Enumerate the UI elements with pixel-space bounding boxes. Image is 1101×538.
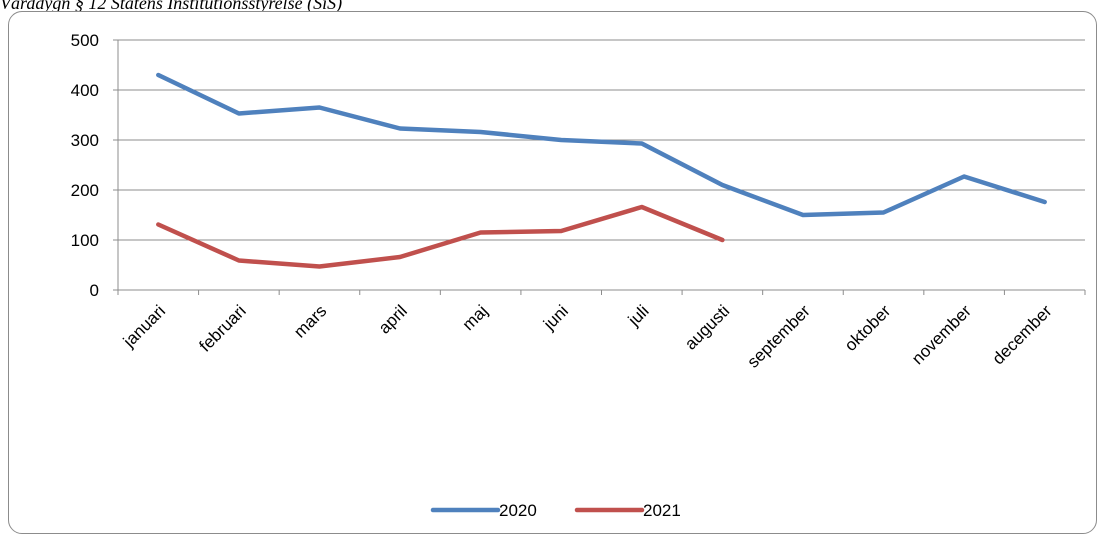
x-tick-label: april xyxy=(375,301,411,337)
x-tick-label: oktober xyxy=(841,301,895,355)
axes: 0 100 200 300 400 500 januari februari mars april… xyxy=(71,31,1086,372)
x-tick-label: september xyxy=(744,301,814,371)
x-tick-label: juni xyxy=(539,301,572,334)
legend-label-2021: 2021 xyxy=(643,501,681,520)
x-tick-label: juli xyxy=(624,301,653,330)
legend-label-2020: 2020 xyxy=(499,501,537,520)
y-tick-label: 400 xyxy=(71,81,99,100)
x-tick-label: februari xyxy=(196,301,250,355)
series-lines xyxy=(156,72,1047,269)
x-tick-label: augusti xyxy=(681,301,733,353)
y-tick-label: 200 xyxy=(71,181,99,200)
y-tick-label: 500 xyxy=(71,31,99,50)
y-tick-label: 300 xyxy=(71,131,99,150)
figure-caption: Vårddygn § 12 Statens Institutionsstyrel… xyxy=(0,0,343,13)
series-line-2021 xyxy=(156,204,725,269)
legend: 2020 2021 xyxy=(430,501,681,520)
x-tick-label: mars xyxy=(290,301,330,341)
x-tick-label: januari xyxy=(119,301,169,351)
x-tick-label: november xyxy=(908,301,975,368)
y-tick-label: 100 xyxy=(71,231,99,250)
series-line-2020 xyxy=(156,72,1047,218)
y-tick-label: 0 xyxy=(90,281,99,300)
chart-frame xyxy=(8,11,1097,534)
x-tick-label: maj xyxy=(459,301,492,334)
x-tick-label: december xyxy=(989,301,1056,368)
